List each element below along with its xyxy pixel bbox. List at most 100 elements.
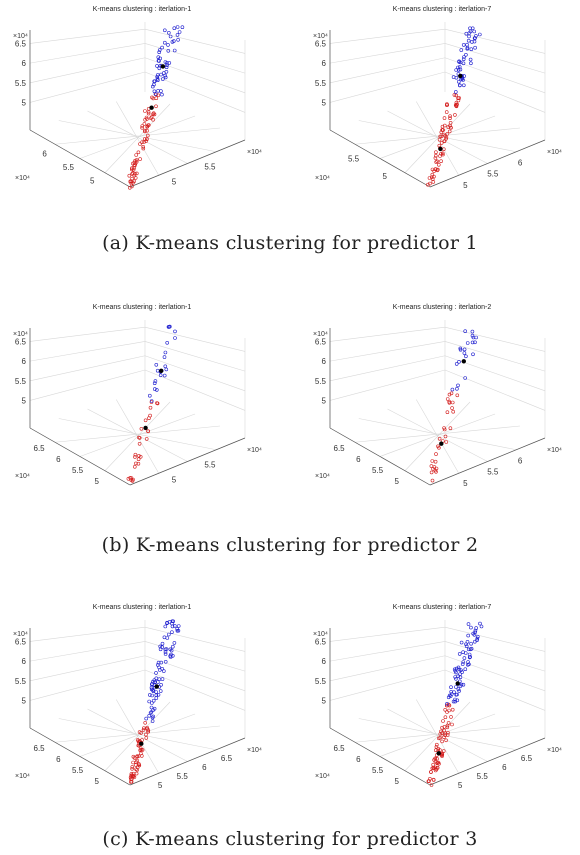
data-point <box>134 153 138 157</box>
data-point <box>448 116 452 120</box>
data-point <box>131 760 135 765</box>
series-cluster_1 <box>126 400 160 483</box>
data-point <box>130 767 134 771</box>
data-point <box>435 766 440 770</box>
data-point <box>462 83 466 88</box>
data-point <box>146 110 151 114</box>
data-point <box>434 470 438 474</box>
data-point <box>439 141 444 145</box>
data-point <box>451 409 455 414</box>
plot-title: K-means clustering : iterlation-1 <box>93 6 192 13</box>
data-point <box>147 699 151 704</box>
data-point <box>427 176 432 180</box>
data-point <box>441 152 445 157</box>
data-point <box>450 400 455 405</box>
plot-title: K-means clustering : iterlation-1 <box>93 304 192 311</box>
centroid-point <box>143 425 148 431</box>
data-point <box>163 652 168 656</box>
data-point <box>155 73 160 77</box>
data-point <box>463 651 468 655</box>
x-tick-label: 5 <box>463 479 468 488</box>
data-point <box>466 622 471 626</box>
data-point <box>443 708 447 712</box>
data-point <box>470 333 475 338</box>
data-point <box>434 160 438 164</box>
data-point <box>434 154 438 158</box>
grid <box>29 620 246 786</box>
data-point <box>139 751 143 756</box>
data-point <box>456 687 461 691</box>
data-point <box>138 455 143 459</box>
x-tick-label: 5.5 <box>177 772 189 781</box>
data-point <box>143 721 147 725</box>
data-point <box>457 689 461 693</box>
data-point <box>452 93 457 97</box>
y-tick-label: 5.5 <box>372 466 384 475</box>
data-point <box>168 324 172 329</box>
z-tick-label: 6 <box>322 357 327 366</box>
data-point <box>433 459 438 464</box>
z-exponent-label: ×10⁴ <box>313 331 328 338</box>
data-point <box>470 329 475 334</box>
data-point <box>441 719 445 723</box>
data-point <box>145 128 149 133</box>
caption-c: (c) K-means clustering for predictor 3 <box>102 828 478 850</box>
data-point <box>145 727 149 731</box>
y-exponent-label: ×10⁴ <box>315 473 330 480</box>
series-cluster_1 <box>426 702 455 787</box>
z-tick-label: 6 <box>322 59 327 68</box>
data-point <box>134 158 139 162</box>
data-point <box>136 739 141 743</box>
data-point <box>461 78 465 82</box>
data-point <box>140 126 144 130</box>
plot-title: K-means clustering : iterlation-2 <box>393 304 492 311</box>
data-point <box>457 667 461 672</box>
y-tick-label: 6.5 <box>34 444 46 453</box>
data-point <box>167 632 171 637</box>
data-point <box>138 746 143 750</box>
data-point <box>471 352 475 357</box>
data-point <box>171 653 175 658</box>
data-point <box>148 693 152 697</box>
z-tick-label: 6.5 <box>15 337 27 346</box>
z-tick-label: 5.5 <box>315 79 327 88</box>
data-point <box>465 46 470 51</box>
data-point <box>464 354 468 359</box>
data-point <box>467 34 471 39</box>
series-cluster_2 <box>144 619 181 723</box>
data-point <box>451 75 456 79</box>
z-tick-label: 6.5 <box>315 39 327 48</box>
data-point <box>129 478 134 482</box>
data-point <box>163 75 168 80</box>
y-tick-label: 6 <box>56 455 61 464</box>
data-point <box>145 117 149 121</box>
data-point <box>152 381 157 385</box>
axes <box>329 628 546 786</box>
data-point <box>472 29 476 34</box>
data-point <box>157 677 162 681</box>
data-point <box>139 748 144 752</box>
data-point <box>131 754 136 759</box>
y-exponent-label: ×10⁴ <box>15 473 30 480</box>
series-cluster_2 <box>148 324 177 403</box>
centroid-point <box>455 681 460 686</box>
data-point <box>159 660 163 665</box>
data-point <box>143 109 147 113</box>
data-point <box>172 26 177 31</box>
data-point <box>133 163 137 167</box>
data-point <box>164 65 169 69</box>
data-point <box>464 642 468 647</box>
data-point <box>156 680 160 684</box>
data-point <box>469 61 473 66</box>
data-point <box>468 57 473 62</box>
data-point <box>452 690 456 694</box>
data-point <box>454 100 459 105</box>
data-point <box>426 182 430 187</box>
data-point <box>136 461 141 466</box>
data-point <box>431 777 436 782</box>
data-point <box>435 159 439 164</box>
data-point <box>130 166 134 170</box>
data-point <box>167 30 171 35</box>
x-exponent-label: ×10⁴ <box>247 149 262 156</box>
data-point <box>434 150 438 154</box>
